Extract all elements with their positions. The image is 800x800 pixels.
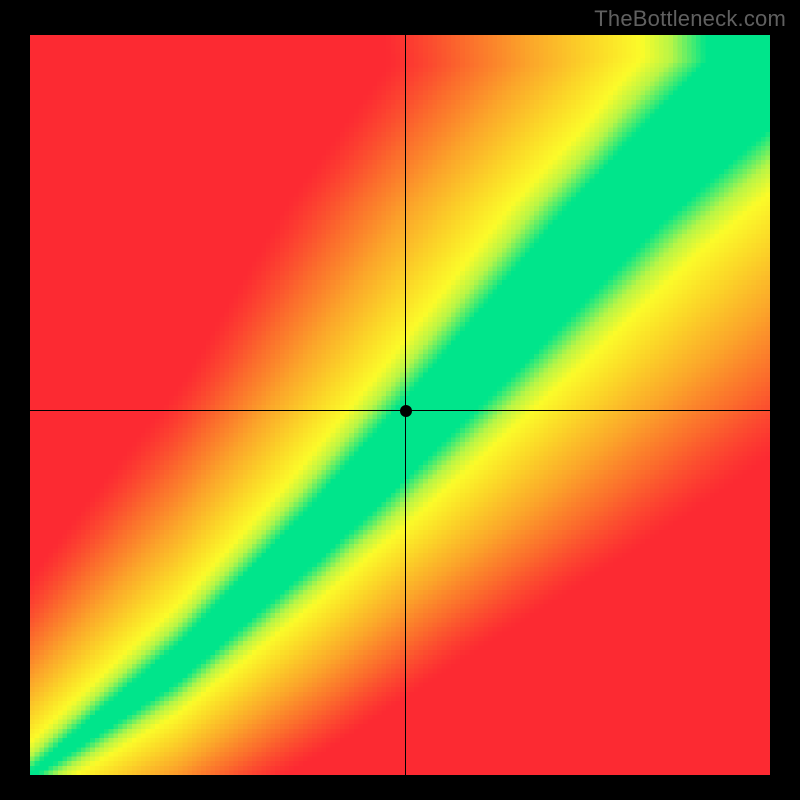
watermark-text: TheBottleneck.com — [594, 6, 786, 32]
selection-marker — [400, 405, 412, 417]
chart-container: TheBottleneck.com — [0, 0, 800, 800]
bottleneck-heatmap — [30, 35, 770, 775]
